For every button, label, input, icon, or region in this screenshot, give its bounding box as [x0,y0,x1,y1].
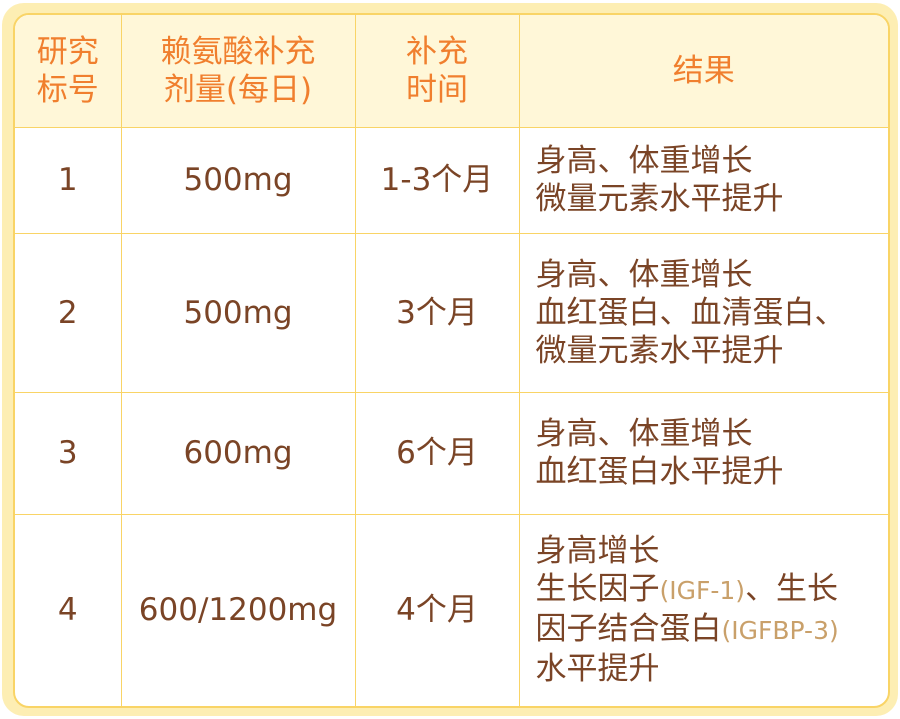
duration: 6个月 [354,391,520,515]
header-duration: 补充 时间 [354,15,520,128]
study-id: 1 [15,126,122,234]
result-text: 生长因子 [535,571,660,608]
result: 身高、体重增长 血红蛋白水平提升 [518,391,888,515]
duration: 3个月 [354,232,520,393]
header-study-id: 研究 标号 [15,15,122,128]
table-row: 4 600/1200mg 4个月 身高增长 生长因子(IGF-1)、生长 因子结… [15,513,889,706]
dose: 600/1200mg [120,513,356,706]
result-line: 水平提升 [535,651,660,688]
table-row: 1 500mg 1-3个月 身高、体重增长 微量元素水平提升 [15,126,888,234]
result-line: 身高增长 [535,533,660,570]
header-dose: 赖氨酸补充 剂量(每日) [120,15,356,128]
header-result: 结果 [518,15,888,128]
study-id: 4 [15,513,122,706]
header-row: 研究 标号 赖氨酸补充 剂量(每日) 补充 时间 结果 [15,15,888,128]
duration: 4个月 [354,513,520,706]
results-table: 研究 标号 赖氨酸补充 剂量(每日) 补充 时间 结果 1 500mg 1-3个… [13,13,890,708]
result: 身高增长 生长因子(IGF-1)、生长 因子结合蛋白(IGFBP-3) 水平提升 [518,513,889,706]
table-row: 3 600mg 6个月 身高、体重增长 血红蛋白水平提升 [15,391,888,515]
abbreviation: (IGFBP-3) [721,616,839,646]
dose: 500mg [120,126,356,234]
dose: 600mg [120,391,356,515]
dose: 500mg [120,232,356,393]
study-id: 3 [15,391,122,515]
result-text: 因子结合蛋白 [535,611,722,648]
result-line: 生长因子(IGF-1)、生长 [536,570,889,610]
table-row: 2 500mg 3个月 身高、体重增长 血红蛋白、血清蛋白、 微量元素水平提升 [15,232,888,393]
result-text: 、生长 [745,571,839,608]
abbreviation: (IGF-1) [659,576,746,606]
result-line: 因子结合蛋白(IGFBP-3) [536,610,889,650]
study-id: 2 [15,232,122,393]
result: 身高、体重增长 微量元素水平提升 [518,126,888,234]
result: 身高、体重增长 血红蛋白、血清蛋白、 微量元素水平提升 [518,232,888,393]
duration: 1-3个月 [354,126,520,234]
